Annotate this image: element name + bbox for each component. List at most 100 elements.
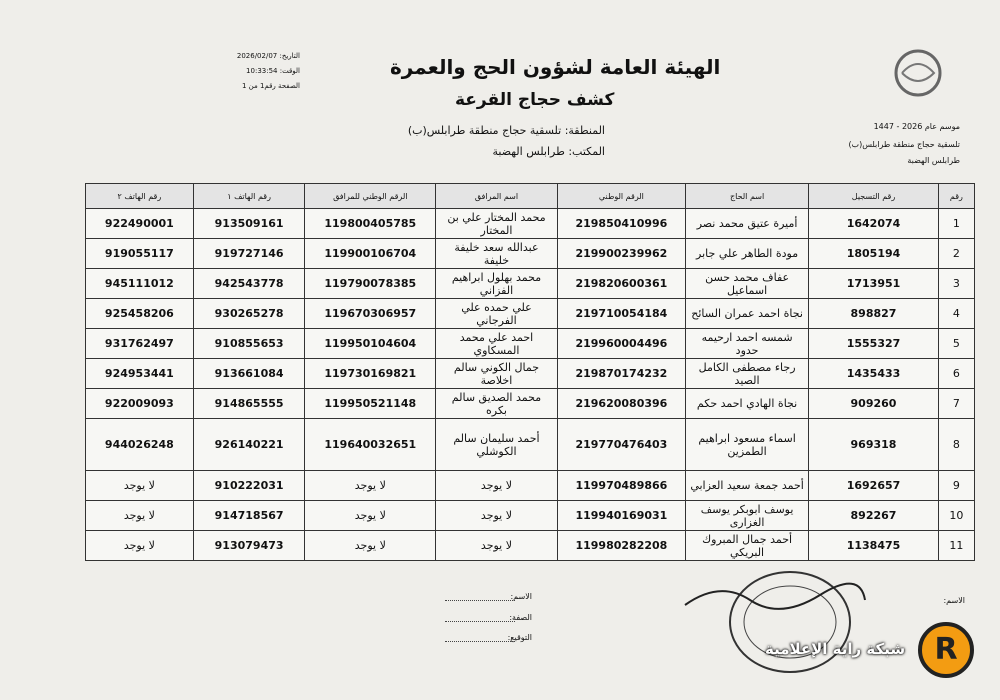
column-header: رقم	[937, 183, 976, 209]
table-cell: 919055117	[85, 238, 194, 269]
page-number: الصفحة رقم1 من 1	[241, 82, 300, 90]
table-cell: لا يوجد	[435, 530, 558, 561]
org-title: الهيئة العامة لشؤون الحج والعمرة	[390, 55, 721, 79]
office-short: طرابلس الهضبة	[907, 156, 960, 165]
table-cell: 924953441	[85, 358, 194, 389]
table-cell: 922490001	[85, 208, 194, 239]
table-cell: 219960004496	[556, 328, 686, 359]
table-cell: 119790078385	[304, 268, 437, 299]
table-cell: 6	[937, 358, 976, 389]
table-cell: اسماء مسعود ابراهيم الطمزين	[684, 418, 810, 471]
table-cell: محمد الصديق سالم بكره	[435, 388, 558, 419]
name-label: الاسم:	[510, 592, 532, 601]
table-cell: 1805194	[808, 238, 939, 269]
table-cell: 925458206	[85, 298, 194, 329]
table-cell: يوسف ابوبكر يوسف الغزارى	[684, 500, 810, 531]
table-cell: 219820600361	[556, 268, 686, 299]
table-cell: لا يوجد	[85, 500, 194, 531]
table-cell: 219870174232	[556, 358, 686, 389]
table-row: 1 1642074 أميرة عتيق محمد نصر 219850410996 م…	[85, 208, 976, 239]
table-row: 3 1713951 عفاف محمد حسن اسماعيل 21982060036…	[85, 268, 976, 299]
table-cell: 1692657	[808, 470, 939, 501]
table-cell: 119970489866	[556, 470, 686, 501]
date: التاريخ: 2026/02/07	[236, 52, 300, 60]
table-cell: نجاة الهادي احمد حكم	[684, 388, 810, 419]
table-cell: احمد علي محمد المسكاوي	[435, 328, 558, 359]
table-cell: 910222031	[192, 470, 306, 501]
table-row: 2 1805194 مودة الطاهر علي جابر 219900239962…	[85, 238, 976, 269]
table-cell: نجاة احمد عمران السائح	[684, 298, 810, 329]
table-cell: لا يوجد	[85, 470, 194, 501]
table-cell: أحمد جمال المبروك البريكي	[684, 530, 810, 561]
role-line	[445, 621, 515, 622]
table-cell: 119950521148	[304, 388, 437, 419]
table-row: 4 898827 نجاة احمد عمران السائح 21971005418…	[85, 298, 976, 329]
table-cell: 1642074	[808, 208, 939, 239]
table-cell: 119730169821	[304, 358, 437, 389]
table-cell: 1713951	[808, 268, 939, 299]
column-header: الرقم الوطني للمرافق	[304, 183, 437, 209]
stamp	[684, 571, 866, 673]
table-cell: 219770476403	[556, 418, 686, 471]
table-cell: 1435433	[808, 358, 939, 389]
signature-line	[445, 641, 515, 642]
table-cell: لا يوجد	[304, 500, 437, 531]
column-header: اسم المرافق	[435, 183, 558, 209]
table-cell: 913661084	[192, 358, 306, 389]
table-cell: لا يوجد	[435, 470, 558, 501]
column-header: اسم الحاج	[684, 183, 810, 209]
table-cell: 930265278	[192, 298, 306, 329]
table-cell: 913509161	[192, 208, 306, 239]
table-cell: 909260	[808, 388, 939, 419]
table-row: 10 892267 يوسف ابوبكر يوسف الغزارى 11994016…	[85, 500, 976, 531]
table-cell: 2	[937, 238, 976, 269]
table-cell: 219710054184	[556, 298, 686, 329]
right-name-label: الاسم:	[943, 596, 965, 605]
table-cell: 119670306957	[304, 298, 437, 329]
table-cell: رجاء مصطفى الكامل الصيد	[684, 358, 810, 389]
table-cell: محمد المختار علي بن المختار	[435, 208, 558, 239]
table-cell: 913079473	[192, 530, 306, 561]
column-header: رقم الهاتف ٢	[85, 183, 194, 209]
table-cell: أحمد جمعة سعيد العزابي	[684, 470, 810, 501]
table-cell: 10	[937, 500, 976, 531]
table-cell: أحمد سليمان سالم الكوشلي	[435, 418, 558, 471]
name-line	[445, 600, 515, 601]
table-cell: 119800405785	[304, 208, 437, 239]
signature-label: التوقيع:	[507, 633, 532, 642]
table-cell: 219620080396	[556, 388, 686, 419]
table-row: 5 1555327 شمسه احمد ارحيمه حدود 21996000449…	[85, 328, 976, 359]
table-cell: 892267	[808, 500, 939, 531]
table-cell: 1555327	[808, 328, 939, 359]
table-cell: مودة الطاهر علي جابر	[684, 238, 810, 269]
table-cell: لا يوجد	[435, 500, 558, 531]
table-cell: 1138475	[808, 530, 939, 561]
table-cell: 945111012	[85, 268, 194, 299]
role-label: الصفة:	[509, 613, 532, 622]
table-cell: 5	[937, 328, 976, 359]
season: موسم عام 2026 - 1447	[873, 122, 960, 131]
table-cell: 219850410996	[556, 208, 686, 239]
table-cell: لا يوجد	[85, 530, 194, 561]
time: الوقت: 10:33:54	[246, 67, 300, 75]
table-cell: 919727146	[192, 238, 306, 269]
table-cell: 931762497	[85, 328, 194, 359]
report-title: كشف حجاج القرعة	[455, 90, 615, 110]
logo	[894, 49, 942, 97]
region: المنطقة: تلسقية حجاج منطقة طرابلس(ب)	[407, 124, 605, 137]
table-row: 6 1435433 رجاء مصطفى الكامل الصيد 219870174…	[85, 358, 976, 389]
table-cell: 914718567	[192, 500, 306, 531]
table-cell: عبدالله سعد خليفة خليفة	[435, 238, 558, 269]
table-row: 9 1692657 أحمد جمعة سعيد العزابي 1199704898…	[85, 470, 976, 501]
office: المكتب: طرابلس الهضبة	[492, 145, 605, 158]
table-cell: 944026248	[85, 418, 194, 471]
table-cell: لا يوجد	[304, 530, 437, 561]
table-cell: 969318	[808, 418, 939, 471]
table-cell: 9	[937, 470, 976, 501]
table-cell: 3	[937, 268, 976, 299]
table-cell: عفاف محمد حسن اسماعيل	[684, 268, 810, 299]
table-cell: أميرة عتيق محمد نصر	[684, 208, 810, 239]
table-row: 7 909260 نجاة الهادي احمد حكم 219620080396 م…	[85, 388, 976, 419]
pilgrims-table: رقم رقم التسجيل اسم الحاج الرقم الوطني اسم ا…	[85, 183, 976, 561]
